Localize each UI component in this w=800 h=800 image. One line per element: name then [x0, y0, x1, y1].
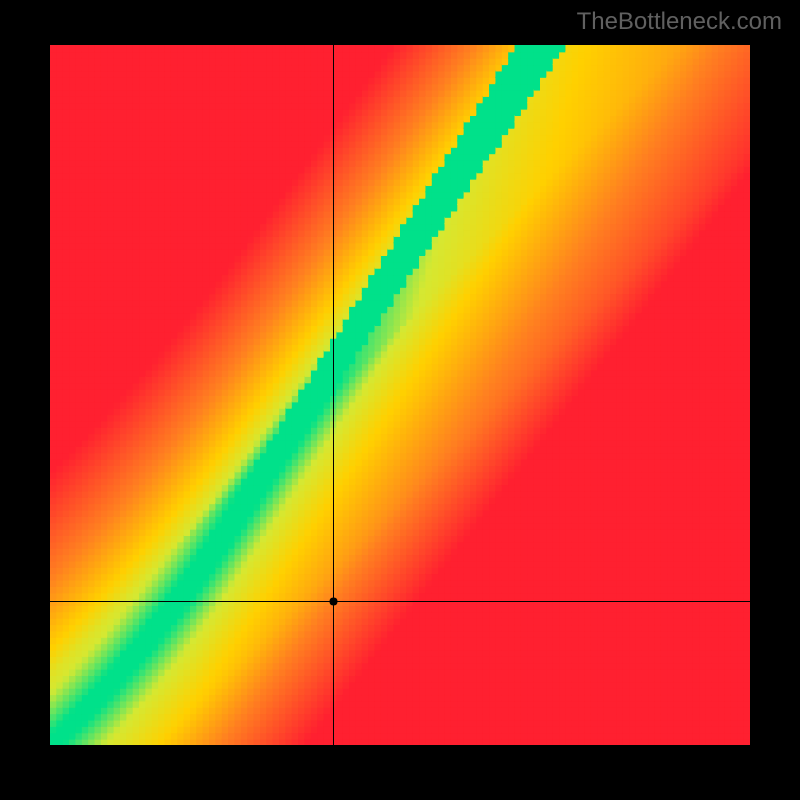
heatmap-canvas — [50, 45, 750, 745]
watermark: TheBottleneck.com — [577, 8, 782, 36]
heatmap-plot — [50, 45, 750, 745]
